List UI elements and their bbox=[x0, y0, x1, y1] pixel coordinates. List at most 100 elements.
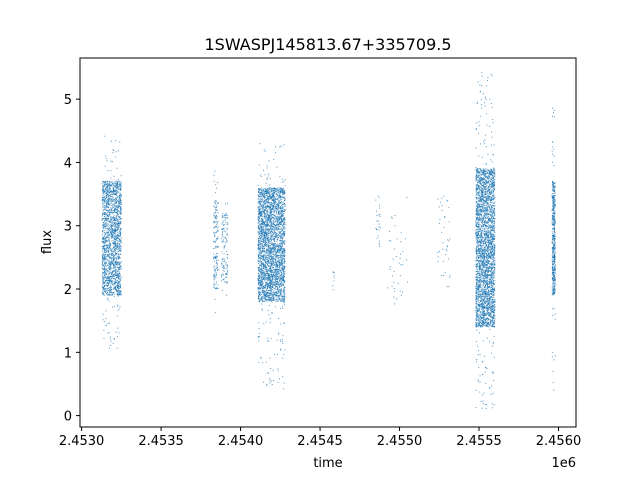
data-point bbox=[284, 205, 286, 207]
data-point bbox=[260, 212, 262, 214]
data-point bbox=[119, 243, 121, 245]
data-point bbox=[281, 240, 283, 242]
data-point bbox=[282, 271, 284, 273]
data-point bbox=[277, 368, 279, 370]
data-point bbox=[260, 223, 262, 225]
data-point bbox=[266, 249, 268, 251]
data-point bbox=[271, 230, 273, 232]
data-point bbox=[258, 209, 260, 211]
data-point bbox=[112, 262, 114, 264]
data-point bbox=[269, 251, 271, 253]
data-point bbox=[278, 277, 280, 279]
data-point bbox=[263, 273, 265, 275]
data-point bbox=[273, 192, 275, 194]
data-point bbox=[275, 293, 277, 295]
data-point bbox=[118, 201, 120, 203]
data-point bbox=[107, 277, 109, 279]
data-point bbox=[102, 230, 104, 232]
data-point bbox=[284, 224, 286, 226]
data-point bbox=[263, 256, 265, 258]
data-point bbox=[111, 199, 113, 201]
data-point bbox=[270, 249, 272, 251]
data-point bbox=[108, 332, 110, 334]
data-point bbox=[273, 237, 275, 239]
data-point bbox=[213, 248, 215, 250]
data-point bbox=[102, 253, 104, 255]
data-point bbox=[117, 292, 119, 294]
data-point bbox=[275, 207, 277, 209]
data-point bbox=[117, 277, 119, 279]
data-point bbox=[268, 265, 270, 267]
data-point bbox=[261, 286, 263, 288]
data-point bbox=[258, 228, 260, 230]
data-point bbox=[112, 222, 114, 224]
data-point bbox=[283, 388, 285, 390]
data-point bbox=[262, 292, 264, 294]
data-point bbox=[114, 248, 116, 250]
data-point bbox=[265, 257, 267, 259]
data-point bbox=[273, 299, 275, 301]
data-point bbox=[261, 287, 263, 289]
data-point bbox=[106, 247, 108, 249]
data-point bbox=[278, 217, 280, 219]
data-point bbox=[268, 287, 270, 289]
data-point bbox=[119, 235, 121, 237]
data-point bbox=[111, 293, 113, 295]
data-point bbox=[265, 282, 267, 284]
data-point bbox=[263, 203, 265, 205]
data-point bbox=[273, 217, 275, 219]
data-point bbox=[115, 270, 117, 272]
data-point bbox=[101, 234, 103, 236]
data-point bbox=[269, 226, 271, 228]
data-point bbox=[273, 274, 275, 276]
data-point bbox=[279, 222, 281, 224]
data-point bbox=[101, 285, 103, 287]
data-point bbox=[105, 202, 107, 204]
data-point bbox=[107, 288, 109, 289]
data-point bbox=[119, 197, 121, 199]
data-point bbox=[275, 255, 277, 257]
data-point bbox=[117, 237, 119, 239]
data-point bbox=[272, 198, 274, 200]
data-point bbox=[117, 231, 119, 233]
data-point bbox=[112, 188, 114, 190]
data-point bbox=[259, 212, 261, 214]
data-point bbox=[119, 218, 121, 220]
data-point bbox=[106, 203, 108, 205]
data-point bbox=[281, 238, 283, 240]
data-point bbox=[267, 219, 269, 221]
data-point bbox=[115, 261, 117, 263]
data-point bbox=[104, 238, 106, 240]
data-point bbox=[261, 273, 262, 275]
data-point bbox=[109, 244, 111, 246]
data-point bbox=[225, 262, 227, 264]
data-point bbox=[268, 292, 270, 294]
data-point bbox=[112, 229, 114, 231]
data-point bbox=[262, 229, 264, 231]
data-point bbox=[257, 287, 259, 289]
data-point bbox=[103, 188, 105, 190]
data-point bbox=[279, 217, 281, 219]
data-point bbox=[265, 200, 267, 202]
data-point bbox=[283, 275, 285, 277]
data-point bbox=[216, 274, 218, 276]
data-point bbox=[259, 282, 261, 284]
data-point bbox=[281, 204, 283, 206]
data-point bbox=[277, 290, 279, 292]
data-point bbox=[279, 250, 281, 252]
data-point bbox=[260, 213, 262, 215]
data-point bbox=[263, 247, 265, 249]
data-point bbox=[261, 231, 263, 233]
data-point bbox=[102, 258, 104, 260]
data-point bbox=[278, 283, 280, 285]
data-point bbox=[227, 269, 228, 271]
data-point bbox=[106, 219, 108, 221]
data-point bbox=[112, 292, 114, 294]
data-point bbox=[276, 265, 278, 267]
data-point bbox=[272, 247, 274, 249]
data-point bbox=[109, 271, 111, 273]
data-point bbox=[114, 228, 116, 230]
data-point bbox=[268, 258, 270, 260]
data-point bbox=[284, 199, 286, 201]
data-point bbox=[258, 192, 260, 194]
